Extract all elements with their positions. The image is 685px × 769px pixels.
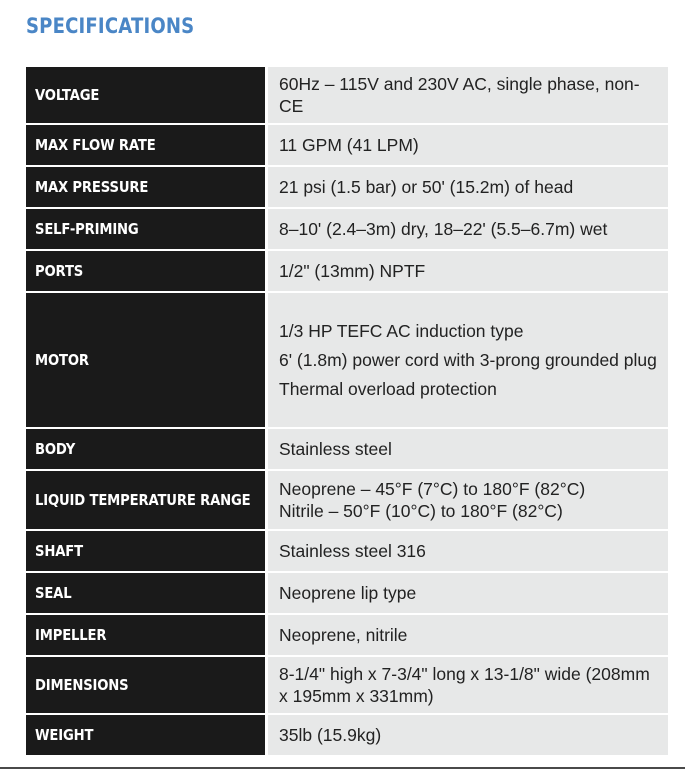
spec-label: MAX FLOW RATE <box>26 125 268 165</box>
bottom-divider <box>0 767 685 769</box>
spec-label: WEIGHT <box>26 715 268 755</box>
spec-row-ports: PORTS 1/2" (13mm) NPTF <box>26 251 668 291</box>
spec-value: Neoprene – 45°F (7°C) to 180°F (82°C) Ni… <box>268 471 668 529</box>
spec-value: Neoprene lip type <box>268 573 668 613</box>
spec-value: 1/3 HP TEFC AC induction type 6' (1.8m) … <box>268 293 668 427</box>
spec-label: IMPELLER <box>26 615 268 655</box>
spec-label: SHAFT <box>26 531 268 571</box>
spec-row-body: BODY Stainless steel <box>26 429 668 469</box>
specifications-table: VOLTAGE 60Hz – 115V and 230V AC, single … <box>26 65 668 757</box>
spec-value: Stainless steel <box>268 429 668 469</box>
page-title: SPECIFICATIONS <box>26 14 195 38</box>
spec-row-liquid-temperature-range: LIQUID TEMPERATURE RANGE Neoprene – 45°F… <box>26 471 668 529</box>
spec-row-voltage: VOLTAGE 60Hz – 115V and 230V AC, single … <box>26 67 668 123</box>
spec-value: 35lb (15.9kg) <box>268 715 668 755</box>
spec-value: Stainless steel 316 <box>268 531 668 571</box>
spec-label: DIMENSIONS <box>26 657 268 713</box>
spec-row-max-pressure: MAX PRESSURE 21 psi (1.5 bar) or 50' (15… <box>26 167 668 207</box>
spec-value: 1/2" (13mm) NPTF <box>268 251 668 291</box>
spec-label: PORTS <box>26 251 268 291</box>
spec-row-weight: WEIGHT 35lb (15.9kg) <box>26 715 668 755</box>
spec-row-motor: MOTOR 1/3 HP TEFC AC induction type 6' (… <box>26 293 668 427</box>
spec-value: 21 psi (1.5 bar) or 50' (15.2m) of head <box>268 167 668 207</box>
spec-label: SELF-PRIMING <box>26 209 268 249</box>
spec-value: 60Hz – 115V and 230V AC, single phase, n… <box>268 67 668 123</box>
spec-label: MAX PRESSURE <box>26 167 268 207</box>
spec-label: VOLTAGE <box>26 67 268 123</box>
spec-label: BODY <box>26 429 268 469</box>
spec-row-max-flow-rate: MAX FLOW RATE 11 GPM (41 LPM) <box>26 125 668 165</box>
spec-label: SEAL <box>26 573 268 613</box>
spec-row-self-priming: SELF-PRIMING 8–10' (2.4–3m) dry, 18–22' … <box>26 209 668 249</box>
spec-row-dimensions: DIMENSIONS 8-1/4" high x 7-3/4" long x 1… <box>26 657 668 713</box>
spec-row-impeller: IMPELLER Neoprene, nitrile <box>26 615 668 655</box>
spec-value: 8–10' (2.4–3m) dry, 18–22' (5.5–6.7m) we… <box>268 209 668 249</box>
spec-value: Neoprene, nitrile <box>268 615 668 655</box>
spec-label: LIQUID TEMPERATURE RANGE <box>26 471 268 529</box>
spec-label: MOTOR <box>26 293 268 427</box>
spec-row-seal: SEAL Neoprene lip type <box>26 573 668 613</box>
spec-value: 11 GPM (41 LPM) <box>268 125 668 165</box>
spec-value: 8-1/4" high x 7-3/4" long x 13-1/8" wide… <box>268 657 668 713</box>
spec-row-shaft: SHAFT Stainless steel 316 <box>26 531 668 571</box>
